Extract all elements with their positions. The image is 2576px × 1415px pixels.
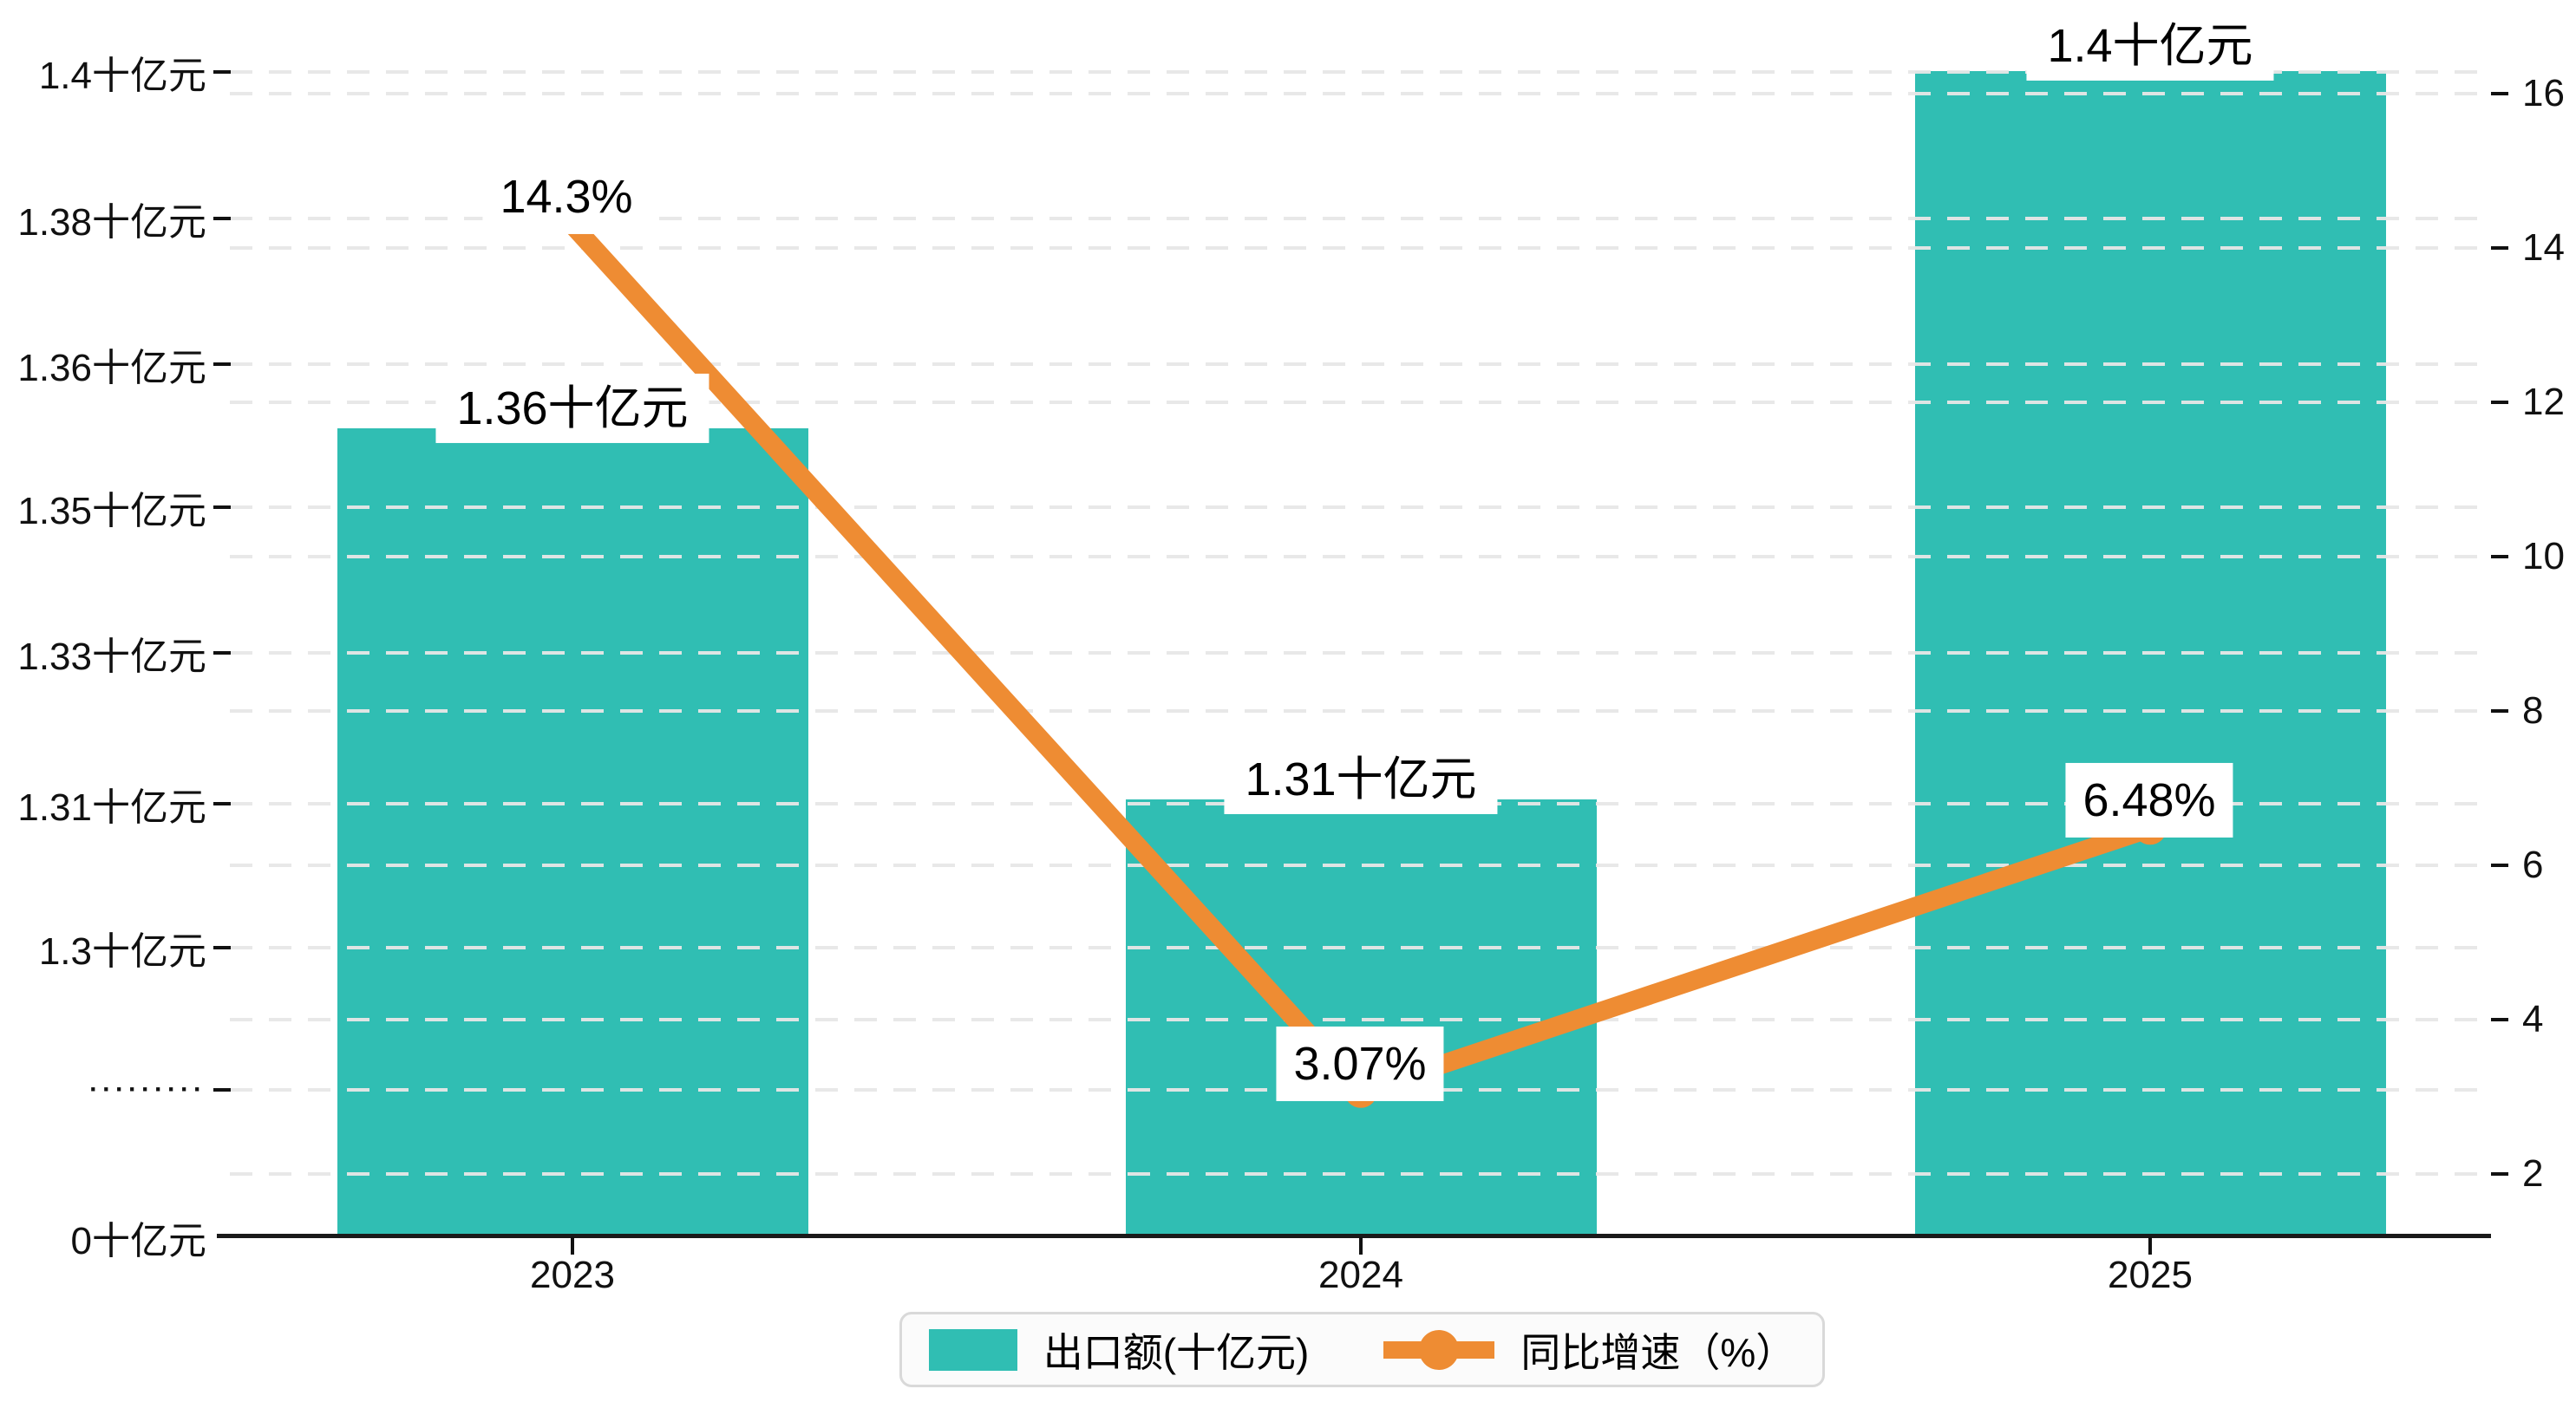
growth-value-label-2023: 14.3%	[482, 160, 651, 235]
bar-value-label-2024: 1.31十亿元	[1224, 744, 1498, 815]
right-axis-tick-label: 4	[2522, 998, 2544, 1040]
left-axis-tickmark	[213, 651, 231, 655]
bar-value-label-2025: 1.4十亿元	[2026, 10, 2274, 82]
gridline	[230, 1018, 2491, 1021]
left-axis-tick-label: 1.35十亿元	[17, 490, 206, 532]
right-axis-tickmark	[2491, 246, 2508, 250]
left-axis-tickmark	[213, 505, 231, 509]
x-axis-tickmark	[571, 1237, 574, 1255]
gridline	[230, 651, 2491, 655]
left-axis-tickmark	[213, 70, 231, 74]
legend-label: 出口额(十亿元)	[1043, 1329, 1310, 1375]
line-dot-icon	[1383, 1329, 1495, 1371]
left-axis-tickmark	[213, 217, 231, 220]
legend-item-export[interactable]: 出口额(十亿元)	[928, 1321, 1310, 1379]
left-axis-tick-label: 1.33十亿元	[17, 636, 206, 678]
right-axis-tick-label: 10	[2522, 535, 2565, 577]
x-tick-label-2025: 2025	[2108, 1254, 2193, 1296]
left-axis-tickmark	[213, 802, 231, 805]
growth-value-label-2025: 6.48%	[2065, 763, 2233, 838]
left-axis-tick-label: 0十亿元	[70, 1220, 206, 1262]
x-axis-tickmark	[1359, 1237, 1363, 1255]
right-axis-tickmark	[2491, 401, 2508, 404]
gridline	[230, 946, 2491, 949]
gridline	[230, 709, 2491, 713]
gridline	[230, 92, 2491, 95]
bar-swatch-icon	[928, 1328, 1017, 1371]
bar-2023	[337, 428, 808, 1236]
x-tick-label-2024: 2024	[1318, 1254, 1403, 1296]
left-axis-tickmark	[213, 946, 231, 949]
gridline	[230, 1172, 2491, 1176]
left-axis-tick-label: ·········	[89, 1075, 206, 1104]
right-axis-tick-label: 2	[2522, 1152, 2544, 1195]
gridline	[230, 505, 2491, 509]
gridline	[230, 362, 2491, 366]
right-axis-tickmark	[2491, 864, 2508, 867]
left-axis-tick-label: 1.38十亿元	[17, 201, 206, 244]
legend-item-growth[interactable]: 同比增速（%）	[1383, 1321, 1795, 1379]
legend: 出口额(十亿元) 同比增速（%）	[899, 1312, 1825, 1387]
left-axis-tick-label: 1.4十亿元	[38, 55, 206, 97]
right-axis-tick-label: 14	[2522, 226, 2565, 269]
legend-label: 同比增速（%）	[1520, 1329, 1796, 1375]
gridline	[230, 864, 2491, 867]
right-axis-tick-label: 8	[2522, 689, 2544, 732]
x-axis-tickmark	[2148, 1237, 2152, 1255]
right-axis-tickmark	[2491, 92, 2508, 95]
gridline	[230, 70, 2491, 74]
right-axis-tick-label: 12	[2522, 381, 2565, 423]
right-axis-tick-label: 6	[2522, 844, 2544, 886]
left-axis-tick-label: 1.3十亿元	[38, 930, 206, 973]
right-axis-tickmark	[2491, 709, 2508, 713]
growth-value-label-2024: 3.07%	[1276, 1026, 1444, 1101]
right-axis-tick-label: 16	[2522, 72, 2565, 114]
x-tick-label-2023: 2023	[530, 1254, 615, 1296]
left-axis-tick-label: 1.31十亿元	[17, 786, 206, 829]
gridline	[230, 555, 2491, 558]
gridline	[230, 246, 2491, 250]
right-axis-tickmark	[2491, 555, 2508, 558]
left-axis-tick-label: 1.36十亿元	[17, 347, 206, 389]
x-axis-line	[217, 1234, 2491, 1238]
right-axis-tickmark	[2491, 1018, 2508, 1021]
left-axis-tickmark	[213, 362, 231, 366]
left-axis-tickmark	[213, 1088, 231, 1092]
bar-value-label-2023: 1.36十亿元	[435, 373, 709, 444]
right-axis-tickmark	[2491, 1172, 2508, 1176]
legend-dot	[1419, 1329, 1460, 1370]
